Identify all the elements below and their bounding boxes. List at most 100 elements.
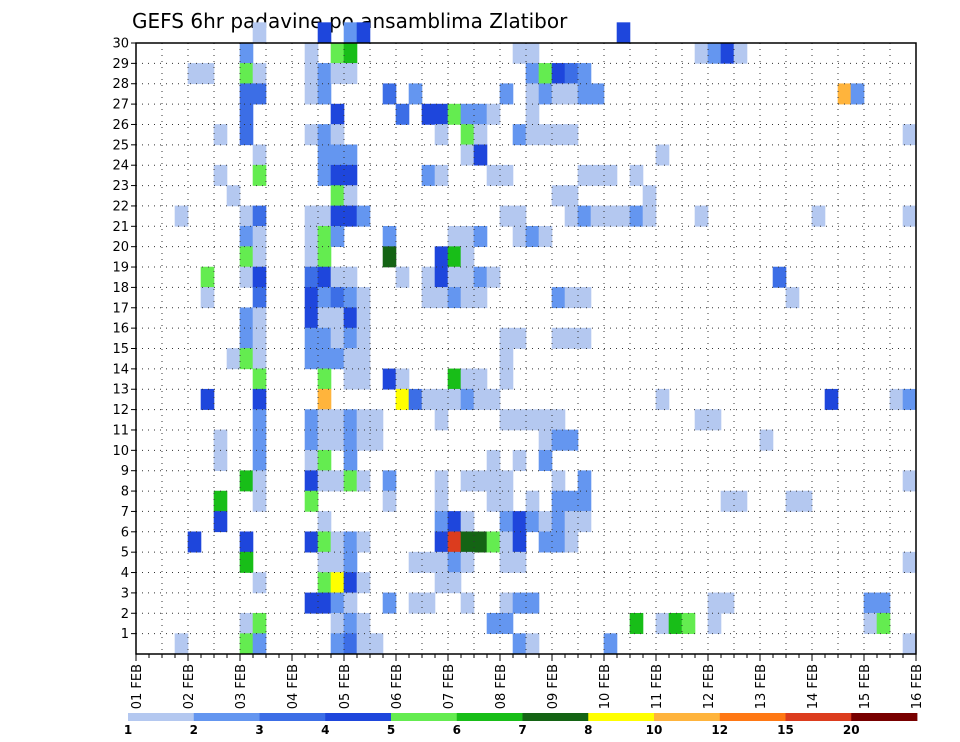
heatmap-cell: [330, 633, 345, 655]
heatmap-cell: [174, 205, 189, 227]
heatmap-cell: [551, 63, 566, 85]
colorbar-label: 5: [387, 723, 395, 737]
y-tick-label: 12: [112, 403, 129, 418]
heatmap-cell: [720, 592, 735, 614]
heatmap-cell: [304, 246, 319, 268]
heatmap-cell: [356, 307, 371, 329]
heatmap-cell: [460, 144, 475, 166]
heatmap-cell: [486, 531, 501, 553]
heatmap-cell: [460, 124, 475, 146]
heatmap-cell: [460, 246, 475, 268]
heatmap-cell: [577, 205, 592, 227]
heatmap-cell: [434, 164, 449, 186]
heatmap-cell: [460, 511, 475, 533]
heatmap-cell: [369, 429, 384, 451]
heatmap-cell: [525, 124, 540, 146]
heatmap-cell: [343, 22, 358, 44]
y-tick-label: 1: [121, 627, 129, 642]
heatmap-cell: [512, 531, 527, 553]
heatmap-cell: [616, 22, 631, 44]
heatmap-cell: [564, 185, 579, 207]
heatmap-cell: [317, 83, 332, 105]
heatmap-cell: [213, 511, 228, 533]
heatmap-cell: [642, 205, 657, 227]
heatmap-cell: [538, 429, 553, 451]
heatmap-cell: [694, 42, 709, 64]
heatmap-cell: [343, 551, 358, 573]
heatmap-cell: [421, 388, 436, 410]
heatmap-cell: [330, 612, 345, 634]
heatmap-cell: [317, 327, 332, 349]
colorbar-label: 12: [711, 723, 728, 737]
heatmap-cell: [577, 327, 592, 349]
heatmap-cell: [902, 388, 917, 410]
heatmap-cell: [434, 266, 449, 288]
heatmap-cell: [473, 266, 488, 288]
heatmap-cell: [239, 551, 254, 573]
heatmap-cell: [577, 63, 592, 85]
heatmap-cell: [239, 531, 254, 553]
heatmap-cell: [460, 226, 475, 247]
heatmap-cell: [252, 205, 267, 227]
heatmap-cell: [473, 470, 488, 492]
heatmap-cell: [499, 409, 514, 431]
heatmap-cell: [317, 164, 332, 186]
heatmap-cell: [226, 185, 241, 207]
heatmap-cell: [603, 633, 618, 655]
heatmap-cell: [382, 592, 397, 614]
colorbar-label: 2: [190, 723, 198, 737]
heatmap-cell: [317, 205, 332, 227]
heatmap-cell: [408, 83, 423, 105]
heatmap-cell: [473, 287, 488, 309]
heatmap-cell: [239, 205, 254, 227]
heatmap-cell: [382, 83, 397, 105]
heatmap-cell: [551, 287, 566, 309]
heatmap-cell: [252, 246, 267, 268]
heatmap-cell: [304, 429, 319, 451]
heatmap-cell: [538, 531, 553, 553]
heatmap-cell: [421, 592, 436, 614]
heatmap-cell: [239, 63, 254, 85]
y-tick-label: 2: [121, 607, 129, 622]
heatmap-cell: [694, 409, 709, 431]
y-tick-label: 20: [112, 240, 129, 255]
heatmap-cell: [317, 592, 332, 614]
x-tick-label: 06 FEB: [390, 664, 405, 709]
y-tick-label: 29: [112, 57, 129, 72]
y-tick-label: 3: [121, 586, 129, 601]
heatmap-cell: [304, 450, 319, 471]
heatmap-cell: [304, 470, 319, 492]
heatmap-cell: [317, 551, 332, 573]
heatmap-cell: [525, 511, 540, 533]
heatmap-cell: [330, 531, 345, 553]
heatmap-cell: [681, 612, 696, 634]
heatmap-cell: [317, 307, 332, 329]
heatmap-cell: [252, 612, 267, 634]
heatmap-cell: [304, 592, 319, 614]
y-tick-label: 22: [112, 199, 129, 214]
heatmap-cell: [525, 103, 540, 125]
heatmap-cell: [330, 63, 345, 85]
y-tick-label: 9: [121, 464, 129, 479]
heatmap-cell: [252, 450, 267, 471]
heatmap-cell: [512, 42, 527, 64]
heatmap-cell: [239, 246, 254, 268]
heatmap-cell: [629, 205, 644, 227]
y-tick-label: 14: [112, 362, 129, 377]
heatmap-cell: [707, 42, 722, 64]
heatmap-cell: [798, 490, 813, 512]
heatmap-cell: [200, 63, 215, 85]
heatmap-cell: [538, 83, 553, 105]
heatmap-cell: [330, 103, 345, 125]
heatmap-cell: [304, 83, 319, 105]
heatmap-cell: [343, 450, 358, 471]
x-tick-label: 02 FEB: [182, 664, 197, 709]
heatmap-cell: [577, 470, 592, 492]
heatmap-cell: [447, 103, 462, 125]
heatmap-cell: [317, 531, 332, 553]
colorbar-label: 8: [584, 723, 592, 737]
y-tick-label: 4: [121, 566, 129, 581]
heatmap-cell: [434, 124, 449, 146]
heatmap-cell: [538, 511, 553, 533]
heatmap-cell: [239, 612, 254, 634]
